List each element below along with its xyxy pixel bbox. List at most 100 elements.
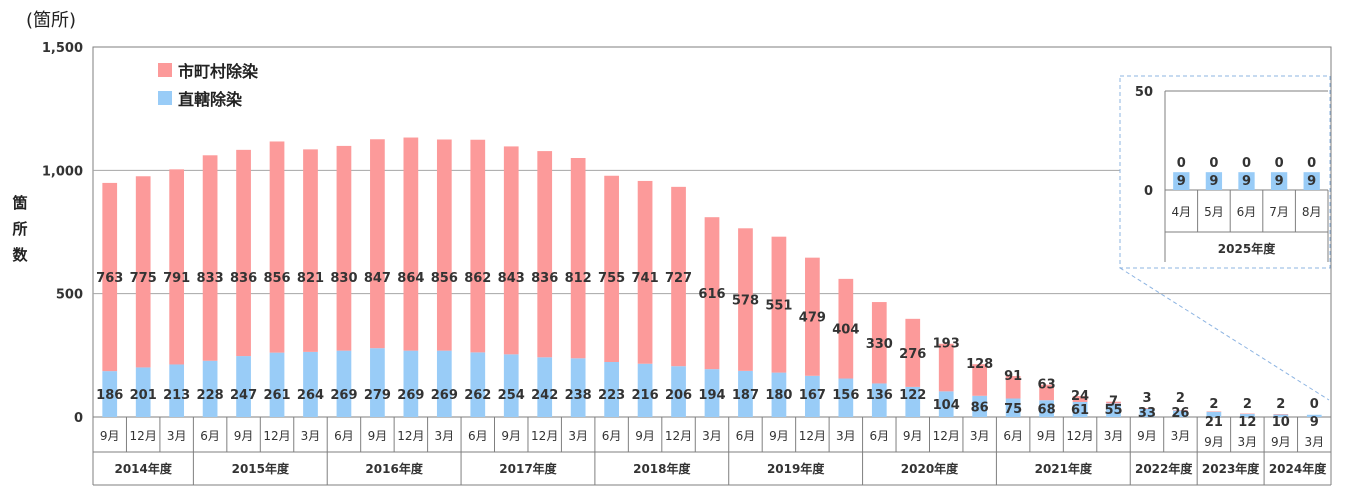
legend-label-direct: 直轄除染 [178,90,243,109]
data-label-municipal: 812 [565,271,592,286]
bar-municipal [403,137,419,351]
bar-municipal [871,302,887,384]
data-label-direct: 194 [698,388,725,403]
data-label-municipal: 128 [966,357,993,372]
data-label-direct: 122 [899,388,926,403]
year-label: 2020年度 [901,461,959,476]
x-tick-label: 3月 [702,429,722,443]
inset-bar-direct [1270,172,1288,190]
x-tick-label: 9月 [635,429,655,443]
x-tick-label: 9月 [368,429,388,443]
x-tick-label: 3月 [301,429,321,443]
data-label-direct: 136 [866,388,893,403]
data-label-direct: 9 [1310,415,1319,430]
inset-data-label-municipal: 0 [1242,156,1251,171]
bar-municipal [671,186,686,367]
data-label-municipal: 2 [1176,391,1185,406]
data-label-municipal: 741 [632,271,659,286]
bar-direct [938,391,954,417]
bar-direct [537,357,553,417]
bar-direct [1072,401,1088,417]
x-tick-label: 3月 [1238,435,1258,449]
data-label-municipal: 791 [163,271,190,286]
legend-item-direct: 直轄除染 [158,84,258,112]
y-axis-title-char: 箇 [12,194,28,212]
bar-municipal [1139,408,1155,409]
x-tick-label: 12月 [799,429,826,443]
x-tick-label: 6月 [869,429,889,443]
inset-x-tick-label: 4月 [1171,205,1191,219]
data-label-municipal: 2 [1209,397,1218,412]
bar-direct [1139,408,1155,417]
data-label-direct: 26 [1171,406,1189,421]
bar-direct [671,366,686,417]
y-axis-title-char: 所 [12,220,28,238]
bar-direct [1306,414,1322,417]
legend-label-municipal: 市町村除染 [178,62,259,81]
bar-municipal [303,149,318,352]
data-label-direct: 104 [933,398,960,413]
x-tick-label: 12月 [933,429,960,443]
data-label-municipal: 551 [765,299,792,314]
data-label-direct: 228 [197,388,224,403]
data-label-municipal: 862 [464,271,491,286]
inset-data-label-direct: 9 [1275,174,1284,189]
data-label-municipal: 727 [665,271,692,286]
data-label-direct: 269 [431,388,458,403]
year-label: 2018年度 [633,461,691,476]
data-label-direct: 156 [832,388,859,403]
bar-direct [470,352,486,417]
data-label-municipal: 836 [230,271,257,286]
bar-direct [570,358,586,417]
bar-direct [838,378,854,417]
year-label: 2016年度 [365,461,423,476]
bar-direct [169,364,185,417]
data-label-direct: 261 [263,388,290,403]
data-label-municipal: 833 [197,271,224,286]
data-label-municipal: 91 [1004,369,1022,384]
bar-municipal [503,146,519,355]
x-tick-label: 6月 [468,429,488,443]
x-tick-label: 6月 [736,429,756,443]
data-label-direct: 242 [531,388,558,403]
bar-direct [303,351,318,417]
bar-direct [1173,410,1188,417]
x-tick-label: 12月 [531,429,558,443]
year-label: 2021年度 [1035,461,1093,476]
inset-x-tick-label: 5月 [1204,205,1224,219]
inset-bar-direct [1238,172,1255,190]
bar-municipal [470,139,486,353]
bar-direct [202,360,218,417]
data-label-municipal: 24 [1071,389,1089,404]
bar-municipal [771,236,787,373]
data-label-municipal: 755 [598,271,625,286]
unit-label: (箇所) [26,10,77,31]
year-label: 2024年度 [1269,461,1327,476]
x-tick-label: 9月 [769,429,789,443]
inset-data-label-municipal: 0 [1275,156,1284,171]
year-label: 2015年度 [232,461,290,476]
data-label-direct: 206 [665,388,692,403]
bar-direct [771,372,787,417]
data-label-municipal: 276 [899,347,926,362]
data-label-municipal: 775 [130,271,157,286]
data-label-municipal: 847 [364,271,391,286]
bar-direct [135,367,151,417]
data-label-direct: 269 [330,388,357,403]
data-label-direct: 75 [1004,402,1022,417]
data-label-direct: 61 [1071,403,1089,418]
data-label-municipal: 578 [732,294,759,309]
data-label-direct: 262 [464,388,491,403]
bar-municipal [838,278,854,379]
bar-municipal [1039,384,1054,401]
bar-direct [1005,398,1021,417]
data-label-direct: 279 [364,388,391,403]
data-label-municipal: 830 [330,271,357,286]
x-tick-label: 12月 [130,429,157,443]
x-tick-label: 9月 [501,429,521,443]
bar-direct [403,350,419,417]
year-label: 2017年度 [499,461,557,476]
y-tick-label: 1,000 [42,164,83,179]
data-label-municipal: 330 [866,337,893,352]
